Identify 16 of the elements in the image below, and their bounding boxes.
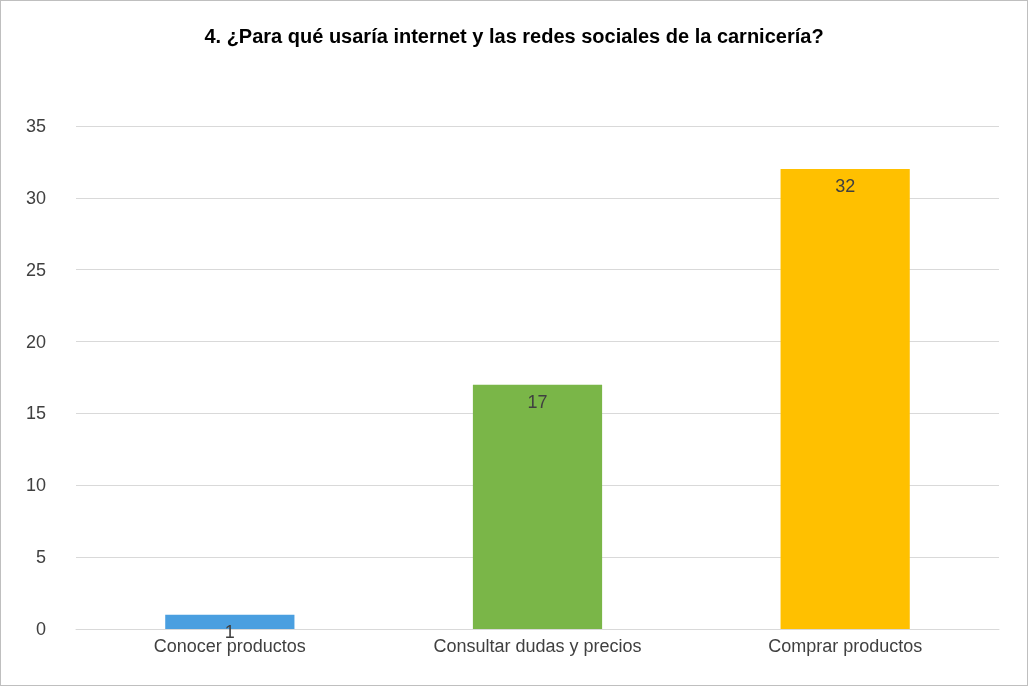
y-tick-label: 5: [35, 547, 46, 568]
y-tick-label: 35: [25, 116, 46, 136]
y-tick-label: 15: [25, 403, 46, 424]
x-tick-label: Conocer productos: [153, 636, 306, 656]
y-tick-label: 20: [25, 331, 46, 352]
x-tick-label: Comprar productos: [768, 636, 923, 656]
chart-title: 4. ¿Para qué usaría internet y las redes sociales de la carnicería?: [204, 25, 824, 47]
y-tick-label: 25: [25, 259, 46, 280]
x-tick-label: Consultar dudas y precios: [433, 636, 642, 656]
y-tick-label: 10: [25, 475, 46, 496]
bar: [780, 169, 910, 629]
data-label: 32: [835, 176, 856, 197]
data-label: 17: [527, 391, 548, 412]
y-tick-label: 0: [35, 619, 46, 639]
y-tick-label: 30: [25, 187, 46, 208]
bar: [472, 384, 603, 629]
